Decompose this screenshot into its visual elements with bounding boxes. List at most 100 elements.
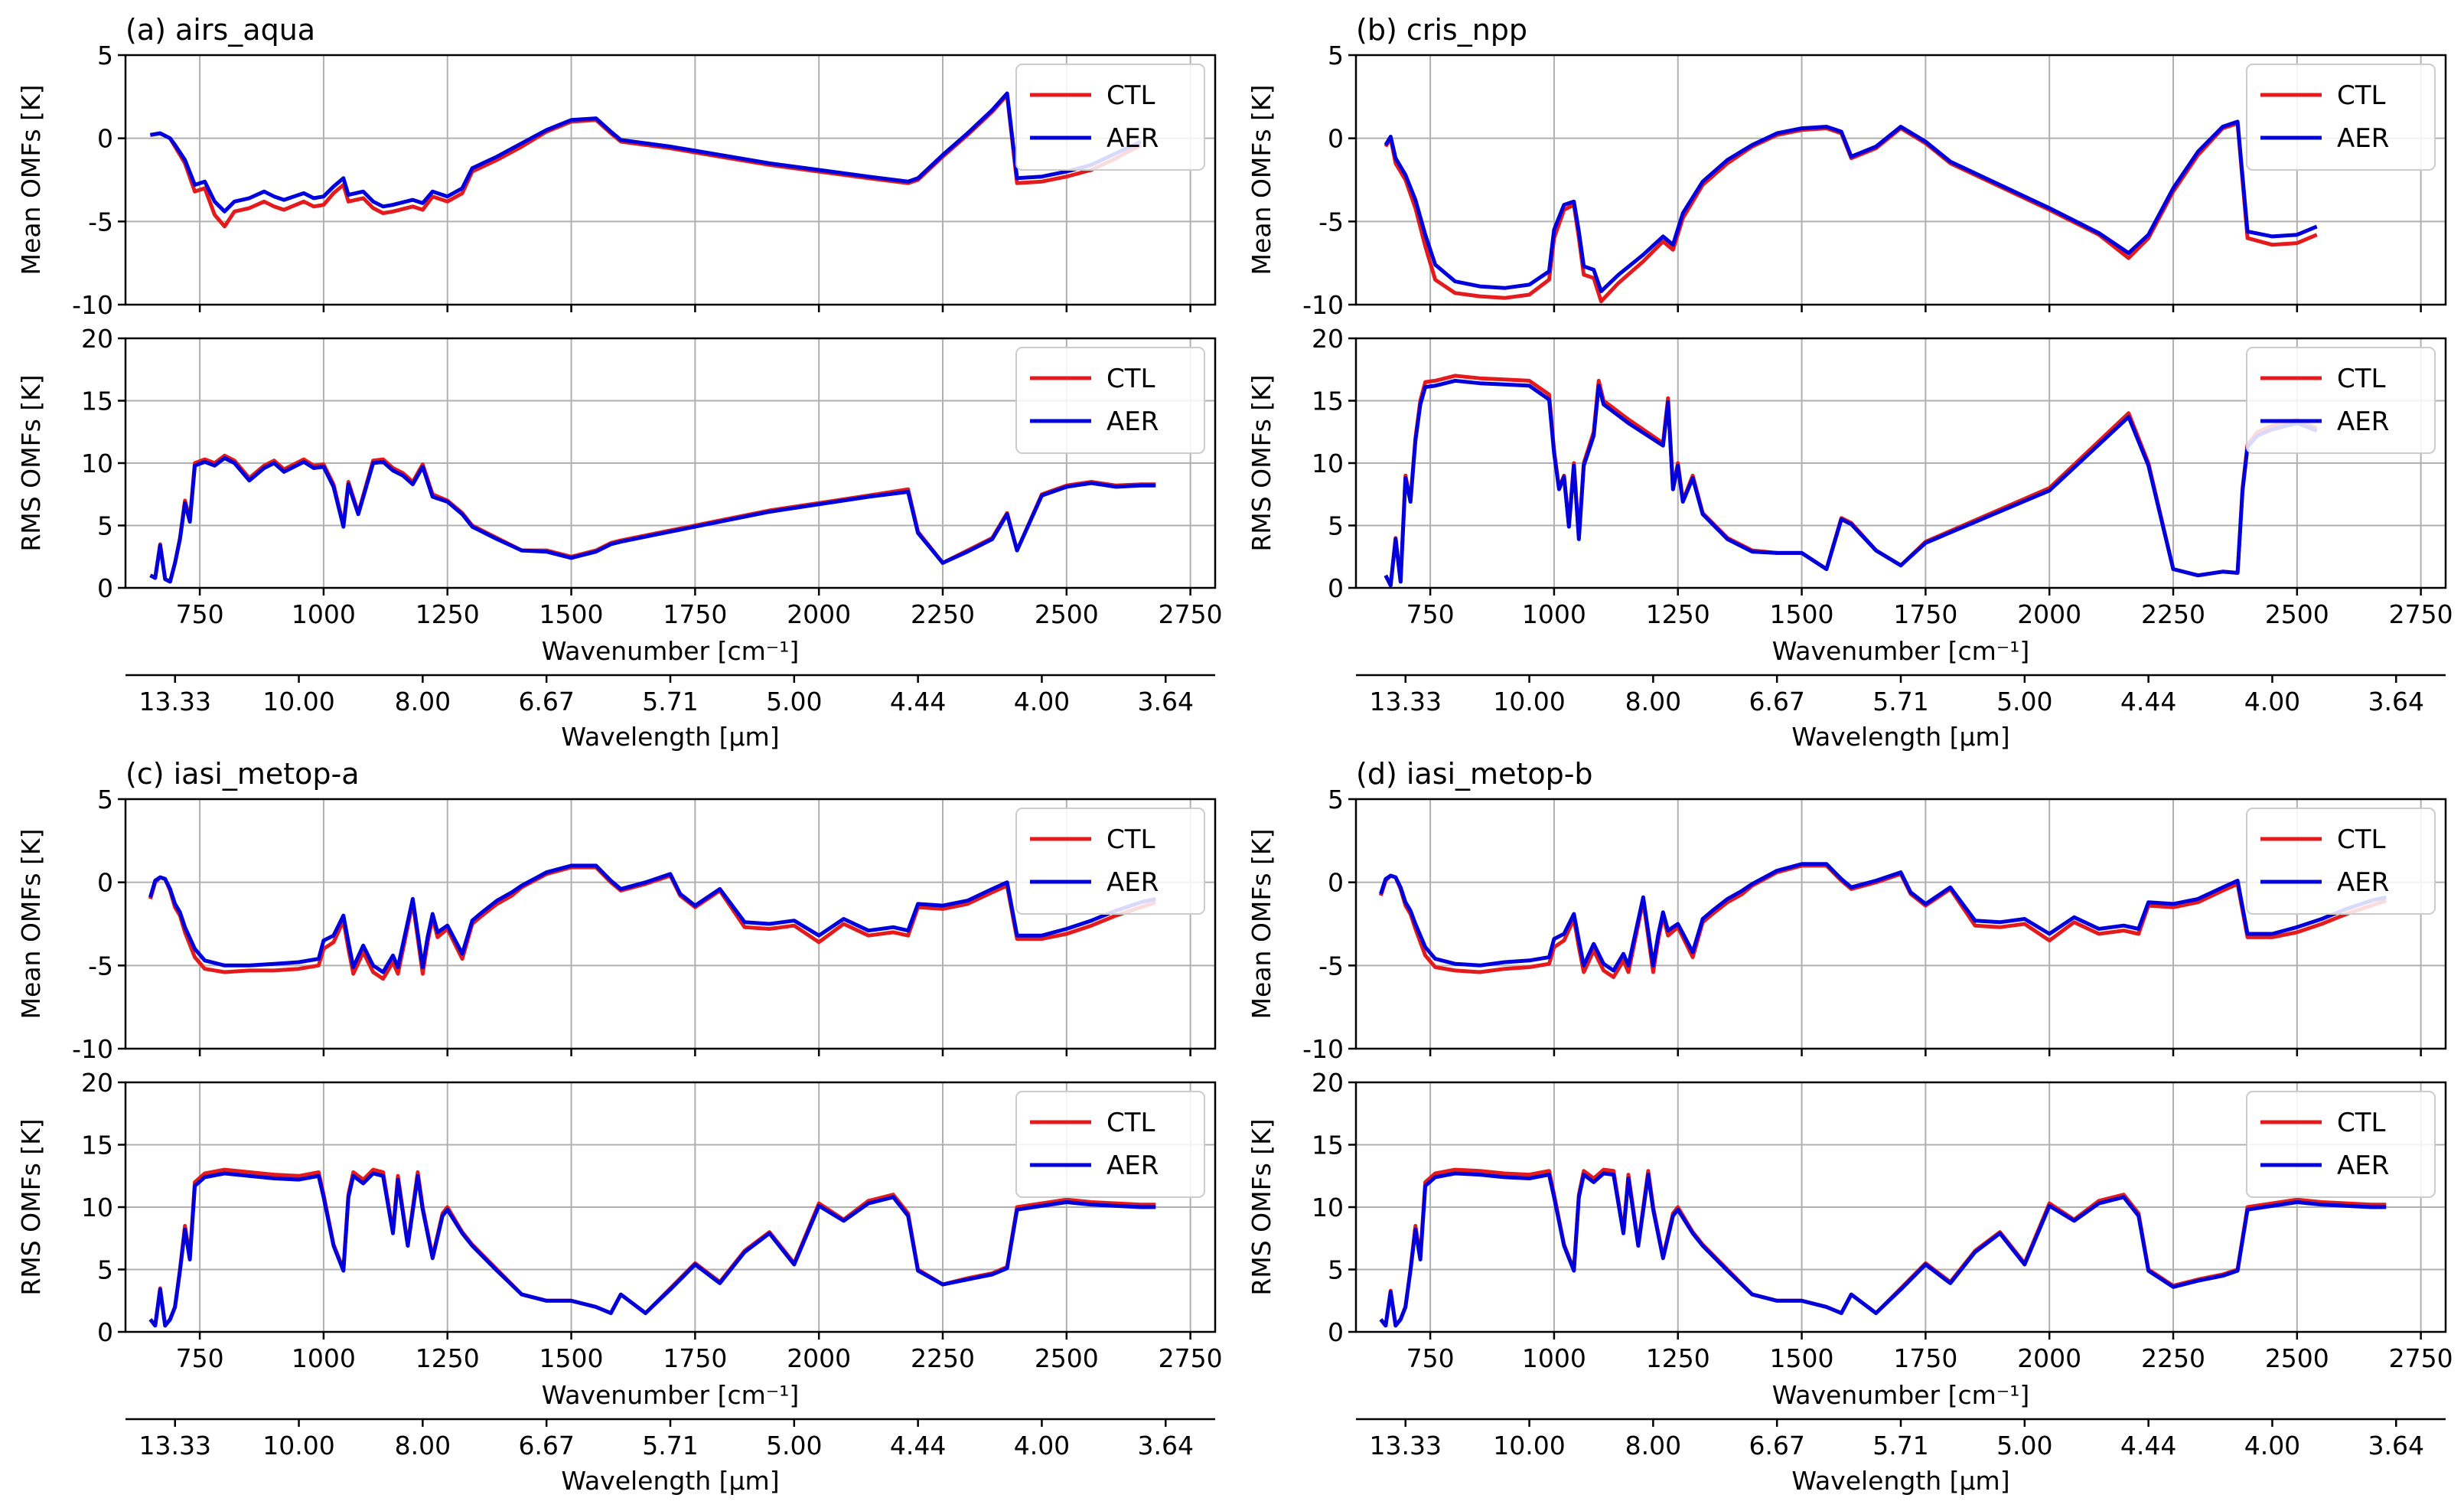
x-tick-label: 2750 (2389, 599, 2453, 629)
legend: CTL AER (1015, 1091, 1205, 1198)
y-axis-label: Mean OMFs [K] (1247, 829, 1276, 1020)
x-tick-label: 1000 (292, 1343, 356, 1373)
legend-box (1015, 64, 1205, 171)
y-tick-label: 5 (97, 511, 113, 541)
mean-subplot: -10 -5 0 5 Mean OMFs [K] CTL AER (16, 41, 1217, 320)
x-tick-label: 2000 (2017, 1343, 2081, 1373)
y-axis-label: RMS OMFs [K] (1247, 374, 1276, 551)
secondary-x-tick-label: 6.67 (1749, 687, 1804, 716)
legend-label: AER (1107, 406, 1159, 437)
mean-subplot: -10 -5 0 5 Mean OMFs [K] CTL AER (1247, 41, 2447, 320)
series-line-aer (148, 1171, 1156, 1328)
secondary-x-tick-label: 5.00 (1996, 1431, 2052, 1460)
y-tick-label: 20 (1312, 324, 1344, 354)
legend-label: AER (1107, 1150, 1159, 1181)
legend-label: CTL (1107, 80, 1155, 111)
x-tick-label: 2750 (2389, 1343, 2453, 1373)
mean-subplot: -10 -5 0 5 Mean OMFs [K] CTL AER (1247, 785, 2447, 1064)
secondary-x-axis-label: Wavelength [μm] (1791, 1466, 2009, 1496)
y-tick-label: 10 (81, 449, 113, 478)
series-line-ctl (148, 1167, 1156, 1328)
legend-label: AER (1107, 867, 1159, 898)
secondary-x-tick-label: 5.00 (766, 1431, 822, 1460)
y-axis-label: RMS OMFs [K] (16, 1118, 46, 1295)
secondary-x-tick-label: 3.64 (2368, 687, 2424, 716)
panel-title: (a) airs_aqua (125, 13, 315, 47)
x-tick-label: 2500 (1035, 599, 1099, 629)
mean-subplot: -10 -5 0 5 Mean OMFs [K] CTL AER (16, 785, 1217, 1064)
x-tick-label: 1750 (663, 1343, 727, 1373)
rms-subplot: 0 5 10 15 20 RMS OMFs [K] CTL AER (16, 324, 1217, 603)
x-tick-label: 2500 (1035, 1343, 1099, 1373)
x-tick-label: 2500 (2265, 599, 2329, 629)
secondary-x-axis-label: Wavelength [μm] (561, 1466, 779, 1496)
x-axis-label: Wavenumber [cm⁻¹] (1772, 636, 2030, 666)
y-tick-label: 0 (97, 1317, 113, 1347)
secondary-x-tick-label: 4.00 (1014, 1431, 1070, 1460)
y-tick-label: 20 (1312, 1068, 1344, 1098)
x-tick-label: 2750 (1159, 1343, 1223, 1373)
secondary-x-tick-label: 4.00 (2244, 1431, 2300, 1460)
x-tick-label: 1250 (416, 599, 480, 629)
y-tick-label: 15 (1312, 387, 1344, 416)
x-tick-label: 2750 (1159, 599, 1223, 629)
secondary-x-tick-label: 13.33 (139, 1431, 210, 1460)
legend-label: CTL (1107, 364, 1155, 394)
legend-label: CTL (2337, 80, 2386, 111)
x-tick-label: 1500 (539, 599, 604, 629)
series-line-aer (1379, 1171, 2387, 1328)
series-line-aer (1379, 862, 2387, 973)
y-tick-label: 15 (81, 387, 113, 416)
legend-label: AER (2337, 867, 2389, 898)
x-tick-label: 1000 (1522, 599, 1586, 629)
secondary-x-tick-label: 5.00 (1996, 687, 2052, 716)
x-axis-label: Wavenumber [cm⁻¹] (542, 636, 800, 666)
legend-label: CTL (2337, 1108, 2386, 1138)
secondary-x-tick-label: 8.00 (395, 1431, 451, 1460)
y-tick-label: -5 (88, 951, 113, 981)
legend-box (2246, 347, 2436, 454)
y-tick-label: 5 (97, 41, 113, 70)
x-tick-label: 2250 (911, 599, 975, 629)
panel-title: (b) cris_npp (1356, 13, 1527, 47)
legend-label: CTL (1107, 824, 1155, 855)
legend-box (2246, 808, 2436, 915)
plot-frame (1354, 798, 2447, 1050)
legend-label: AER (1107, 123, 1159, 154)
y-axis-label: RMS OMFs [K] (16, 374, 46, 551)
secondary-x-tick-label: 5.71 (642, 1431, 698, 1460)
x-tick-label: 1000 (1522, 1343, 1586, 1373)
x-tick-label: 1750 (1893, 599, 1957, 629)
legend: CTL AER (2246, 808, 2436, 915)
secondary-x-tick-label: 13.33 (1369, 1431, 1441, 1460)
secondary-x-tick-label: 5.71 (1872, 1431, 1928, 1460)
series-line-aer (148, 863, 1156, 974)
rms-subplot: 0 5 10 15 20 RMS OMFs [K] CTL AER (1247, 1068, 2447, 1347)
y-axis-label: RMS OMFs [K] (1247, 1118, 1276, 1295)
legend-label: CTL (2337, 364, 2386, 394)
y-tick-label: 20 (81, 324, 113, 354)
y-tick-label: 0 (1328, 124, 1344, 154)
x-tick-label: 2250 (2141, 599, 2205, 629)
legend-label: AER (2337, 406, 2389, 437)
secondary-x-tick-label: 8.00 (1625, 687, 1681, 716)
x-tick-label: 750 (176, 599, 224, 629)
x-tick-label: 1750 (663, 599, 727, 629)
y-tick-label: 5 (1328, 511, 1344, 541)
secondary-x-tick-label: 4.00 (1014, 687, 1070, 716)
x-tick-label: 1750 (1893, 1343, 1957, 1373)
legend-box (1015, 347, 1205, 454)
x-tick-label: 1500 (539, 1343, 604, 1373)
series-line-aer (1384, 119, 2318, 294)
legend-label: CTL (2337, 824, 2386, 855)
series-line-ctl (1384, 121, 2318, 304)
x-tick-label: 1250 (416, 1343, 480, 1373)
secondary-x-tick-label: 5.71 (1872, 687, 1928, 716)
y-tick-label: -5 (88, 207, 113, 237)
x-tick-label: 2500 (2265, 1343, 2329, 1373)
x-tick-label: 1500 (1770, 599, 1834, 629)
series-line-ctl (1384, 374, 2318, 588)
secondary-x-tick-label: 13.33 (1369, 687, 1441, 716)
x-tick-label: 750 (1406, 1343, 1455, 1373)
legend: CTL AER (1015, 347, 1205, 454)
